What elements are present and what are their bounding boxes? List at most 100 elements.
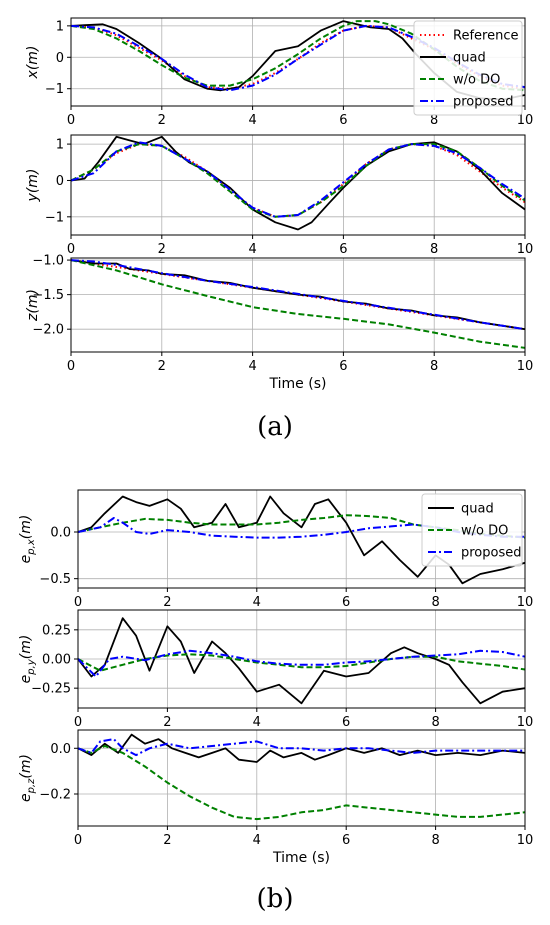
legend-label: quad [461, 502, 494, 517]
x-tick-label: 8 [431, 833, 439, 848]
y-tick-label: −1 [45, 210, 64, 225]
x-tick-label: 2 [163, 595, 171, 610]
series-line-proposed [78, 649, 525, 678]
y-tick-label: −2.0 [32, 323, 64, 338]
y-tick-label: 0.25 [42, 623, 71, 638]
x-tick-label: 8 [431, 715, 439, 730]
legend-box [413, 20, 523, 116]
legend-label: quad [453, 51, 486, 66]
y-tick-label: −1.0 [32, 254, 64, 269]
series-line-quad [78, 617, 525, 705]
series-line-wodo [71, 143, 525, 218]
series-line-wodo [78, 653, 525, 672]
x-tick-label: 10 [517, 833, 534, 848]
chart-3: 0 2 4 6 8 10 −1.0 −1.5 −2.0z(m) Time (s) [25, 254, 533, 392]
x-tick-label: 2 [158, 113, 166, 128]
x-tick-label: 4 [253, 715, 261, 730]
x-tick-label: 10 [517, 242, 534, 257]
y-tick-label: 0 [56, 174, 64, 189]
x-tick-label: 10 [517, 715, 534, 730]
legend-label: proposed [453, 95, 514, 110]
x-tick-label: 4 [248, 113, 256, 128]
x-tick-label: 2 [163, 715, 171, 730]
axes-frame [70, 134, 526, 236]
x-tick-label: 2 [163, 833, 171, 848]
x-tick-label: 8 [430, 359, 438, 374]
x-tick-label: 6 [342, 595, 350, 610]
series-line-wodo [78, 745, 525, 821]
legend-label: w/o DO [453, 73, 500, 88]
x-axis-label: Time (s) [269, 376, 327, 392]
caption-a: (a) [257, 412, 293, 442]
y-axis-label: ep,z(m) [18, 754, 37, 802]
x-tick-label: 8 [431, 595, 439, 610]
y-tick-label: 0.0 [50, 742, 71, 757]
axes-frame [77, 729, 526, 827]
axes-frame [70, 257, 526, 353]
x-tick-label: 0 [74, 715, 82, 730]
series-group [78, 733, 525, 821]
axes-frame [70, 17, 526, 107]
chart-2: 0 2 4 6 8 10 −1 0 1 y(m) [25, 134, 534, 257]
y-tick-label: −0.2 [39, 788, 71, 803]
y-axis-label: z(m) [25, 289, 41, 322]
y-tick-label: −1 [45, 82, 64, 97]
y-tick-label: −0.5 [39, 572, 71, 587]
x-tick-label: 8 [430, 242, 438, 257]
x-tick-label: 4 [248, 242, 256, 257]
x-tick-label: 0 [67, 242, 75, 257]
x-tick-label: 6 [339, 359, 347, 374]
series-line-proposed [78, 738, 525, 757]
x-tick-label: 6 [339, 113, 347, 128]
x-tick-label: 10 [517, 113, 534, 128]
series-line-proposed [71, 141, 525, 218]
x-tick-label: 2 [158, 359, 166, 374]
y-axis-label: y(m) [25, 169, 41, 203]
y-axis-label: ep,x(m) [18, 515, 37, 564]
y-tick-label: 0.00 [42, 653, 71, 668]
y-tick-label: −0.25 [31, 682, 71, 697]
legend-a: Reference quad w/o DO proposed [413, 20, 523, 116]
x-tick-label: 6 [342, 833, 350, 848]
y-tick-label: 0 [56, 51, 64, 66]
y-axis-label: x(m) [25, 46, 41, 80]
x-tick-label: 10 [517, 359, 534, 374]
x-tick-label: 4 [253, 595, 261, 610]
x-tick-label: 2 [158, 242, 166, 257]
axes-frame [77, 489, 526, 589]
y-tick-label: −1.5 [32, 288, 64, 303]
chart-6: 0 2 4 6 8 10 0.0 −0.2ep,z(m) Time (s) [18, 729, 534, 866]
x-tick-label: 4 [253, 833, 261, 848]
y-tick-label: 0.0 [50, 526, 71, 541]
series-line-proposed [71, 259, 525, 331]
series-line-wodo [71, 259, 525, 349]
x-tick-label: 6 [339, 242, 347, 257]
legend-label: proposed [461, 546, 522, 561]
y-axis-label: ep,y(m) [18, 635, 37, 684]
series-line-quad [71, 135, 525, 231]
series-group [78, 617, 525, 705]
x-axis-label: Time (s) [272, 850, 330, 866]
x-tick-label: 0 [67, 113, 75, 128]
legend-b: quad w/o DO proposed [421, 493, 523, 567]
legend-box [421, 493, 523, 567]
series-line-reference [71, 24, 525, 90]
legend-label: w/o DO [461, 524, 508, 539]
x-tick-label: 6 [342, 715, 350, 730]
series-group [71, 135, 525, 231]
y-tick-label: 1 [56, 138, 64, 153]
x-tick-label: 0 [74, 595, 82, 610]
x-tick-label: 4 [248, 359, 256, 374]
x-tick-label: 8 [430, 113, 438, 128]
series-group [71, 259, 525, 349]
series-line-wodo [78, 514, 525, 539]
y-tick-label: 1 [56, 19, 64, 34]
x-tick-label: 10 [517, 595, 534, 610]
x-tick-label: 0 [67, 359, 75, 374]
series-line-quad [78, 733, 525, 763]
legend-label: Reference [453, 29, 518, 44]
caption-b: (b) [256, 884, 294, 914]
x-tick-label: 0 [74, 833, 82, 848]
